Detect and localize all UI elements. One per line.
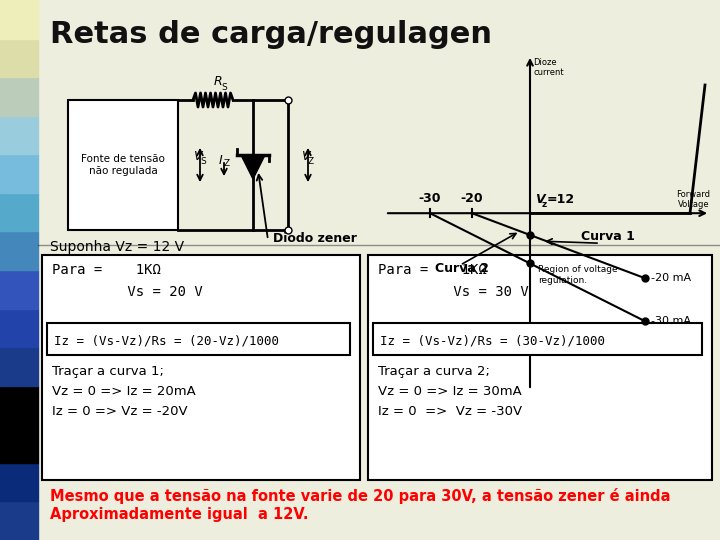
Bar bbox=[68, 100, 178, 230]
Bar bbox=[0, 116, 38, 154]
Text: Vz = 0 => Iz = 20mA: Vz = 0 => Iz = 20mA bbox=[52, 385, 196, 398]
Polygon shape bbox=[241, 155, 265, 179]
Bar bbox=[42, 255, 360, 480]
Bar bbox=[0, 77, 38, 116]
Text: Iz = (Vs-Vz)/Rs = (20-Vz)/1000: Iz = (Vs-Vz)/Rs = (20-Vz)/1000 bbox=[54, 335, 279, 348]
Text: Curva 1: Curva 1 bbox=[581, 230, 635, 242]
Bar bbox=[368, 255, 712, 480]
Text: Fonte de tensão
não regulada: Fonte de tensão não regulada bbox=[81, 154, 165, 176]
Text: Z: Z bbox=[224, 159, 230, 168]
Text: -30: -30 bbox=[419, 192, 441, 205]
Bar bbox=[0, 386, 38, 424]
Bar bbox=[47, 323, 350, 355]
Bar bbox=[0, 38, 38, 77]
Text: Suponha Vz = 12 V: Suponha Vz = 12 V bbox=[50, 240, 184, 254]
Text: Curva 2: Curva 2 bbox=[435, 262, 489, 275]
Text: V: V bbox=[535, 193, 544, 206]
Text: Diodo zener: Diodo zener bbox=[273, 232, 357, 245]
Text: Z: Z bbox=[308, 157, 314, 165]
Text: Retas de carga/regulagen: Retas de carga/regulagen bbox=[50, 20, 492, 49]
Bar bbox=[0, 502, 38, 540]
Text: Iz = 0 => Vz = -20V: Iz = 0 => Vz = -20V bbox=[52, 405, 188, 418]
Text: Iz = 0  =>  Vz = -30V: Iz = 0 => Vz = -30V bbox=[378, 405, 522, 418]
Bar bbox=[0, 463, 38, 502]
Text: -30 mA: -30 mA bbox=[651, 316, 691, 326]
Text: Dioze
current: Dioze current bbox=[533, 58, 564, 77]
Text: S: S bbox=[200, 157, 206, 165]
Bar bbox=[0, 193, 38, 232]
Text: z: z bbox=[542, 200, 547, 208]
Text: Traçar a curva 2;: Traçar a curva 2; bbox=[378, 365, 490, 378]
Text: Vs = 30 V: Vs = 30 V bbox=[378, 285, 528, 299]
Text: V: V bbox=[301, 151, 310, 164]
Text: =12: =12 bbox=[547, 193, 575, 206]
Bar bbox=[0, 0, 38, 38]
Text: Iz = (Vs-Vz)/Rs = (30-Vz)/1000: Iz = (Vs-Vz)/Rs = (30-Vz)/1000 bbox=[380, 335, 605, 348]
Text: Vz = 0 => Iz = 30mA: Vz = 0 => Iz = 30mA bbox=[378, 385, 522, 398]
Text: I: I bbox=[219, 153, 223, 166]
Text: Para =    1KΩ: Para = 1KΩ bbox=[378, 263, 487, 277]
Bar bbox=[0, 347, 38, 386]
Text: -20: -20 bbox=[461, 192, 483, 205]
Bar bbox=[0, 154, 38, 193]
Bar bbox=[0, 308, 38, 347]
Text: Region of voltage
regulation.: Region of voltage regulation. bbox=[538, 265, 618, 285]
Text: -20 mA: -20 mA bbox=[651, 273, 691, 283]
Text: V: V bbox=[193, 151, 202, 164]
Text: Aproximadamente igual  a 12V.: Aproximadamente igual a 12V. bbox=[50, 507, 308, 522]
Bar bbox=[373, 323, 702, 355]
Text: Vs = 20 V: Vs = 20 V bbox=[52, 285, 203, 299]
Text: Traçar a curva 1;: Traçar a curva 1; bbox=[52, 365, 164, 378]
Bar bbox=[0, 270, 38, 308]
Text: S: S bbox=[221, 83, 227, 92]
Text: R: R bbox=[214, 75, 222, 88]
Text: Forward
Voltage: Forward Voltage bbox=[676, 190, 710, 209]
Bar bbox=[0, 424, 38, 463]
Text: Mesmo que a tensão na fonte varie de 20 para 30V, a tensão zener é ainda: Mesmo que a tensão na fonte varie de 20 … bbox=[50, 488, 670, 504]
Bar bbox=[0, 232, 38, 270]
Text: Para =    1KΩ: Para = 1KΩ bbox=[52, 263, 161, 277]
